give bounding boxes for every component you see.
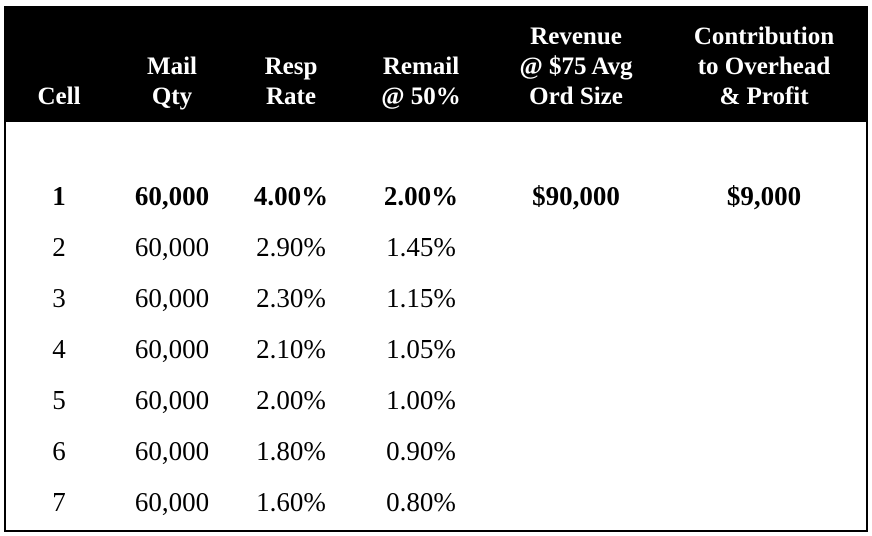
table-row: 2 60,000 2.90% 1.45% (6, 227, 866, 267)
row-cell-number: 4 (52, 334, 66, 364)
row-cell-number: 7 (52, 487, 66, 517)
row-mail-qty: 60,000 (134, 487, 210, 517)
row-cell-number: 2 (52, 232, 66, 262)
row-revenue: $90,000 (532, 181, 620, 211)
row-mail-qty: 60,000 (134, 181, 210, 211)
row-mail-qty: 60,000 (134, 283, 210, 313)
table-row: 1 60,000 4.00% 2.00% $90,000 $9,000 (6, 176, 866, 216)
table-row: 7 60,000 1.60% 0.80% (6, 482, 866, 522)
row-mail-qty: 60,000 (134, 436, 210, 466)
row-contribution: $9,000 (726, 181, 802, 211)
table-row: 4 60,000 2.10% 1.05% (6, 329, 866, 369)
header-mail-qty: Mail Qty (147, 53, 197, 110)
row-mail-qty: 60,000 (134, 385, 210, 415)
table-header: Cell Mail Qty Resp Rate Remail @ 50% Rev… (6, 8, 866, 122)
header-cell: Cell (37, 83, 81, 110)
row-remail: 1.45% (386, 232, 456, 262)
row-remail: 0.80% (386, 487, 456, 517)
table-row: 3 60,000 2.30% 1.15% (6, 278, 866, 318)
header-contribution: Contribution to Overhead & Profit (693, 23, 835, 110)
row-mail-qty: 60,000 (134, 232, 210, 262)
row-resp-rate: 1.60% (256, 487, 326, 517)
mail-test-table: Cell Mail Qty Resp Rate Remail @ 50% Rev… (4, 6, 868, 532)
row-remail: 1.05% (386, 334, 456, 364)
row-remail: 0.90% (386, 436, 456, 466)
row-resp-rate: 1.80% (256, 436, 326, 466)
table-row: 5 60,000 2.00% 1.00% (6, 380, 866, 420)
row-remail: 2.00% (383, 181, 459, 211)
row-cell-number: 1 (52, 181, 66, 211)
row-mail-qty: 60,000 (134, 334, 210, 364)
row-cell-number: 3 (52, 283, 66, 313)
row-cell-number: 5 (52, 385, 66, 415)
row-resp-rate: 2.00% (256, 385, 326, 415)
row-resp-rate: 2.30% (256, 283, 326, 313)
header-remail: Remail @ 50% (381, 53, 461, 110)
header-revenue: Revenue @ $75 Avg Ord Size (519, 23, 633, 110)
row-resp-rate: 2.10% (256, 334, 326, 364)
table-row: 6 60,000 1.80% 0.90% (6, 431, 866, 471)
row-resp-rate: 2.90% (256, 232, 326, 262)
header-resp-rate: Resp Rate (264, 53, 318, 110)
row-resp-rate: 4.00% (253, 181, 329, 211)
row-cell-number: 6 (52, 436, 66, 466)
row-remail: 1.00% (386, 385, 456, 415)
row-remail: 1.15% (386, 283, 456, 313)
